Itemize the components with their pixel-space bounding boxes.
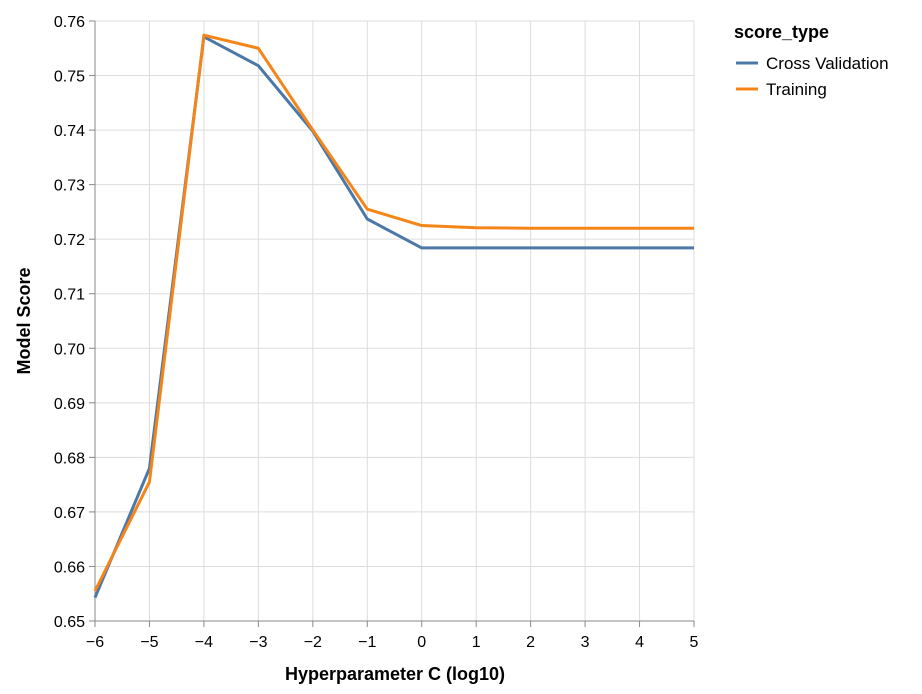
x-axis-title: Hyperparameter C (log10) xyxy=(285,664,505,684)
y-axis-title: Model Score xyxy=(14,267,34,374)
x-tick-label: 1 xyxy=(472,634,481,651)
y-tick-label: 0.74 xyxy=(54,123,85,140)
x-tick-label: −4 xyxy=(195,634,213,651)
y-tick-label: 0.75 xyxy=(54,69,85,86)
x-tick-label: −6 xyxy=(86,634,104,651)
legend-label: Training xyxy=(766,80,827,99)
y-tick-label: 0.71 xyxy=(54,287,85,304)
series-lines xyxy=(93,33,694,599)
y-tick-label: 0.76 xyxy=(54,14,85,31)
legend-title: score_type xyxy=(734,22,829,42)
y-tick-label: 0.72 xyxy=(54,232,85,249)
x-tick-label: 0 xyxy=(417,634,426,651)
x-tick-label: 5 xyxy=(690,634,699,651)
y-tick-label: 0.73 xyxy=(54,178,85,195)
y-tick-label: 0.65 xyxy=(54,614,85,631)
x-axis-ticks: −6 −5 −4 −3 −2 −1 0 1 2 3 4 5 xyxy=(86,621,699,651)
axes xyxy=(94,21,694,622)
y-axis-ticks: 0.65 0.66 0.67 0.68 0.69 0.70 0.71 0.72 0.73 0.74… xyxy=(54,14,95,631)
y-tick-label: 0.67 xyxy=(54,505,85,522)
x-tick-label: 2 xyxy=(526,634,535,651)
grid xyxy=(94,20,695,622)
x-tick-label: −2 xyxy=(304,634,322,651)
y-tick-label: 0.68 xyxy=(54,450,85,467)
x-tick-label: −3 xyxy=(249,634,267,651)
x-tick-label: 4 xyxy=(635,634,644,651)
legend-label: Cross Validation xyxy=(766,54,889,73)
x-tick-label: −5 xyxy=(140,634,158,651)
series-line-cross-validation xyxy=(93,35,694,599)
y-tick-label: 0.70 xyxy=(54,341,85,358)
x-tick-label: 3 xyxy=(581,634,590,651)
y-tick-label: 0.69 xyxy=(54,396,85,413)
legend: score_type Cross Validation Training xyxy=(734,22,889,99)
y-tick-label: 0.66 xyxy=(54,559,85,576)
series-line-training xyxy=(93,33,694,592)
x-tick-label: −1 xyxy=(358,634,376,651)
